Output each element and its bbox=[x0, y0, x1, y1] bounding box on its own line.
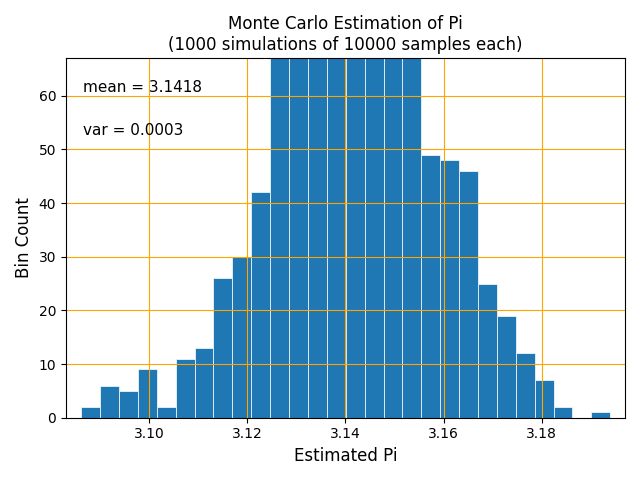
Bar bbox=[403, 42, 421, 418]
Bar bbox=[440, 160, 459, 418]
Bar bbox=[252, 192, 270, 418]
Bar bbox=[81, 407, 100, 418]
Text: var = 0.0003: var = 0.0003 bbox=[83, 123, 183, 138]
Bar bbox=[478, 284, 497, 418]
Bar bbox=[232, 257, 252, 418]
Y-axis label: Bin Count: Bin Count bbox=[15, 197, 33, 278]
Bar bbox=[157, 407, 176, 418]
Bar bbox=[327, 0, 346, 418]
Bar bbox=[176, 359, 195, 418]
Bar bbox=[289, 36, 308, 418]
Bar bbox=[534, 380, 554, 418]
Bar bbox=[516, 353, 534, 418]
Title: Monte Carlo Estimation of Pi
(1000 simulations of 10000 samples each): Monte Carlo Estimation of Pi (1000 simul… bbox=[168, 15, 523, 54]
Bar bbox=[138, 370, 157, 418]
Bar bbox=[591, 412, 611, 418]
Bar bbox=[497, 316, 516, 418]
Bar bbox=[459, 171, 478, 418]
Bar bbox=[346, 0, 365, 418]
Bar bbox=[195, 348, 214, 418]
Bar bbox=[383, 0, 403, 418]
Bar bbox=[100, 385, 119, 418]
Bar bbox=[119, 391, 138, 418]
Bar bbox=[554, 407, 572, 418]
Bar bbox=[421, 155, 440, 418]
Bar bbox=[214, 278, 232, 418]
X-axis label: Estimated Pi: Estimated Pi bbox=[294, 447, 397, 465]
Bar bbox=[629, 412, 640, 418]
Bar bbox=[270, 26, 289, 418]
Text: mean = 3.1418: mean = 3.1418 bbox=[83, 80, 202, 95]
Bar bbox=[365, 0, 383, 418]
Bar bbox=[308, 26, 327, 418]
